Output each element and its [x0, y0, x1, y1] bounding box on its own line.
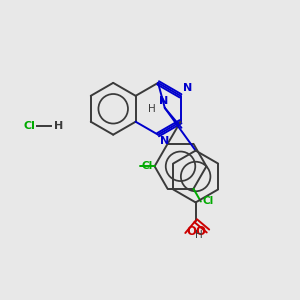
Text: H: H — [148, 104, 155, 114]
Text: H: H — [54, 122, 63, 131]
Text: Cl: Cl — [202, 196, 213, 206]
Text: O: O — [196, 225, 206, 238]
Text: H: H — [195, 230, 203, 240]
Text: O: O — [187, 225, 196, 238]
Text: Cl: Cl — [23, 122, 35, 131]
Text: N: N — [183, 83, 192, 93]
Text: N: N — [160, 136, 170, 146]
Text: N: N — [159, 95, 168, 106]
Text: Cl: Cl — [141, 161, 152, 171]
